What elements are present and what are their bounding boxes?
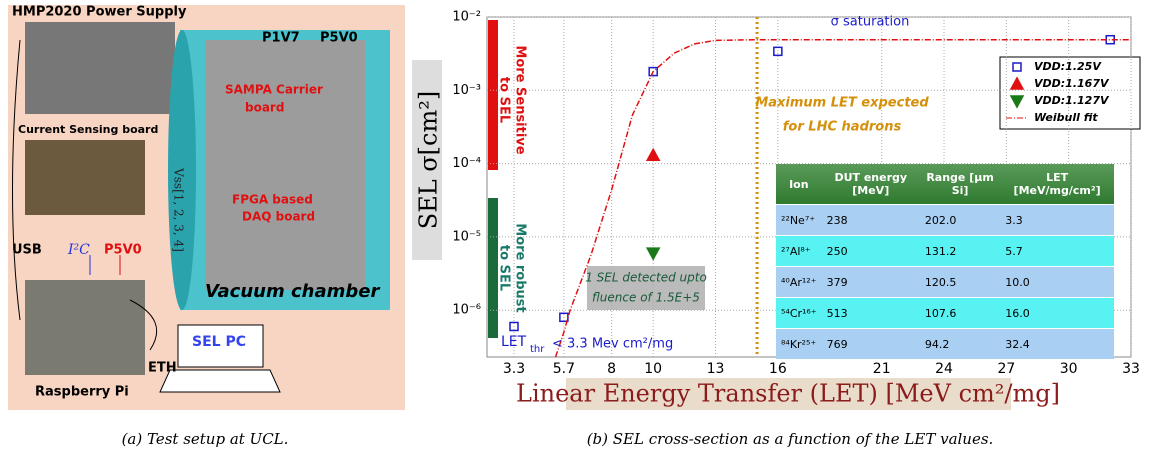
x-tick-label: 10 bbox=[644, 361, 662, 377]
x-tick-label: 3.3 bbox=[503, 361, 525, 377]
table-cell: 513 bbox=[822, 298, 920, 329]
marker bbox=[647, 149, 659, 160]
label: to SEL bbox=[497, 77, 512, 123]
x-tick-label: 8 bbox=[607, 361, 616, 377]
table-cell: ⁴⁰Ar¹²⁺ bbox=[776, 267, 822, 298]
table-cell: 769 bbox=[822, 329, 920, 360]
table-cell: ²²Ne⁷⁺ bbox=[776, 205, 822, 236]
label: P5V0 bbox=[104, 243, 142, 258]
table-cell: 131.2 bbox=[920, 236, 1000, 267]
label: SEL PC bbox=[192, 334, 246, 350]
vline-label: Maximum LET expected bbox=[755, 96, 929, 111]
y-tick-label: 10⁻³ bbox=[452, 83, 481, 98]
x-tick-label: 27 bbox=[997, 361, 1015, 377]
label: More robust bbox=[513, 223, 528, 312]
label: (b) SEL cross-section as a function of t… bbox=[587, 430, 994, 448]
label: Vss[1, 2, 3, 4] bbox=[172, 167, 186, 252]
label: board bbox=[245, 101, 284, 115]
table-cell: ⁵⁴Cr¹⁶⁺ bbox=[776, 298, 822, 329]
table-cell: 250 bbox=[822, 236, 920, 267]
label: Vacuum chamber bbox=[205, 281, 380, 302]
marker bbox=[774, 47, 782, 55]
laptop-keyboard bbox=[160, 370, 280, 392]
legend-label: Weibull fit bbox=[1034, 111, 1098, 124]
table-cell: 94.2 bbox=[920, 329, 1000, 360]
x-tick-label: 33 bbox=[1122, 361, 1140, 377]
legend-label: VDD:1.25V bbox=[1034, 60, 1102, 73]
table-cell: 238 bbox=[822, 205, 920, 236]
x-tick-label: 30 bbox=[1060, 361, 1078, 377]
table-cell: LET [MeV/mg/cm²] bbox=[1000, 164, 1114, 205]
marker bbox=[647, 248, 659, 259]
label: Current Sensing board bbox=[18, 123, 158, 136]
label: DAQ board bbox=[242, 210, 315, 224]
y-tick-label: 10⁻⁵ bbox=[452, 229, 481, 244]
sensing-board-photo bbox=[25, 140, 145, 215]
power-supply-photo bbox=[25, 22, 175, 114]
label: More Sensitive bbox=[513, 45, 528, 154]
y-tick-label: 10⁻⁶ bbox=[452, 303, 481, 318]
y-axis-label: SEL σ[cm²] bbox=[415, 91, 443, 229]
label: to SEL bbox=[497, 245, 512, 291]
label: SAMPA Carrier bbox=[225, 83, 323, 97]
table-cell: 120.5 bbox=[920, 267, 1000, 298]
robust-bar bbox=[488, 198, 498, 338]
y-tick-label: 10⁻² bbox=[452, 10, 481, 25]
table-cell: 5.7 bbox=[1000, 236, 1114, 267]
sensitive-bar bbox=[488, 20, 498, 170]
legend-label: VDD:1.127V bbox=[1034, 94, 1110, 107]
label: Raspberry Pi bbox=[35, 385, 129, 400]
x-tick-label: 21 bbox=[873, 361, 891, 377]
y-tick-label: 10⁻⁴ bbox=[452, 156, 481, 171]
page: HMP2020 Power Supply P1V7 P5V0 SAMPA Carrie… bbox=[0, 0, 1153, 463]
table-cell: 379 bbox=[822, 267, 920, 298]
label: HMP2020 Power Supply bbox=[12, 5, 187, 20]
label: FPGA based bbox=[232, 193, 313, 207]
legend-label: VDD:1.167V bbox=[1034, 77, 1110, 90]
label: USB bbox=[12, 243, 42, 258]
label: LET bbox=[501, 334, 527, 350]
x-tick-label: 16 bbox=[769, 361, 787, 377]
rpi-photo bbox=[25, 280, 145, 375]
label: thr bbox=[530, 344, 545, 355]
table-cell: DUT energy [MeV] bbox=[822, 164, 920, 205]
label: P1V7 bbox=[262, 31, 300, 46]
table-cell: 202.0 bbox=[920, 205, 1000, 236]
table-cell: 10.0 bbox=[1000, 267, 1114, 298]
label: fluence of 1.5E+5 bbox=[592, 291, 700, 305]
label: σ saturation bbox=[831, 15, 910, 30]
label: 1 SEL detected upto bbox=[585, 271, 707, 285]
table-cell: ⁸⁴Kr²⁵⁺ bbox=[776, 329, 822, 360]
label: I²C bbox=[67, 242, 90, 258]
table-cell: 3.3 bbox=[1000, 205, 1114, 236]
vline-label: for LHC hadrons bbox=[783, 120, 902, 135]
x-axis-label: Linear Energy Transfer (LET) [MeV cm²/mg… bbox=[516, 380, 1060, 408]
table-cell: Range [µm Si] bbox=[920, 164, 1000, 205]
label: < 3.3 Mev cm²/mg bbox=[552, 337, 673, 352]
x-tick-label: 5.7 bbox=[553, 361, 575, 377]
x-tick-label: 13 bbox=[707, 361, 725, 377]
table-cell: 32.4 bbox=[1000, 329, 1114, 360]
label: ETH bbox=[148, 361, 177, 376]
table-cell: 16.0 bbox=[1000, 298, 1114, 329]
table-cell: 107.6 bbox=[920, 298, 1000, 329]
label: (a) Test setup at UCL. bbox=[122, 430, 289, 448]
x-tick-label: 24 bbox=[935, 361, 953, 377]
table-cell: ²⁷Al⁸⁺ bbox=[776, 236, 822, 267]
label: P5V0 bbox=[320, 31, 358, 46]
chamber-photo bbox=[205, 40, 365, 290]
table-cell: Ion bbox=[776, 164, 822, 205]
